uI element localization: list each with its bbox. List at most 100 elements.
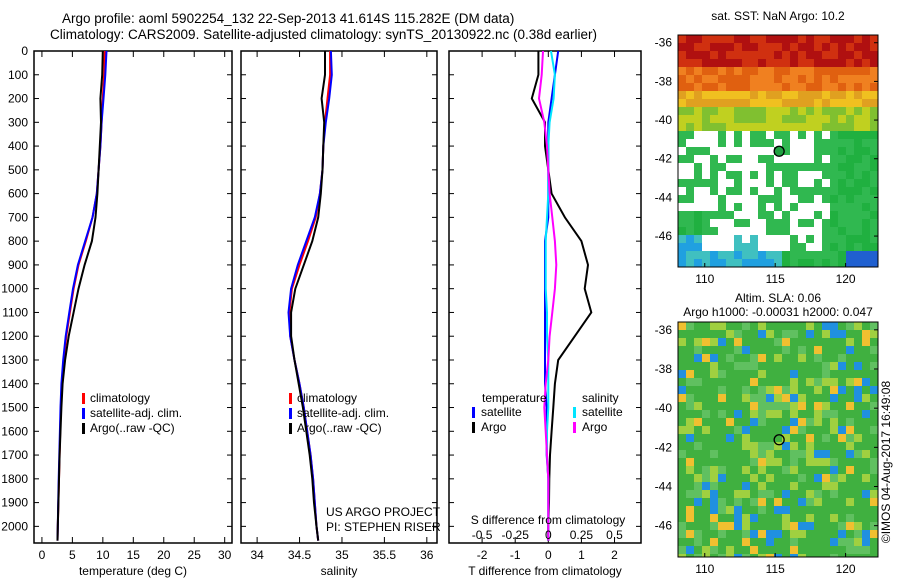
- map-cell: [718, 195, 726, 203]
- map-cell: [758, 490, 766, 498]
- map-cell: [710, 474, 718, 482]
- map-cell: [822, 490, 830, 498]
- map-cell: [822, 386, 830, 394]
- map-cell: [870, 163, 878, 171]
- map-cell: [774, 83, 782, 91]
- map-cell: [710, 322, 718, 330]
- map-cell: [702, 498, 710, 506]
- map-cell: [854, 219, 862, 227]
- map-cell: [806, 474, 814, 482]
- map-cell: [686, 514, 694, 522]
- map-cell: [694, 107, 702, 115]
- map-cell: [790, 474, 798, 482]
- map-cell: [710, 83, 718, 91]
- map-cell: [678, 362, 686, 370]
- map-cell: [846, 498, 854, 506]
- map-cell: [766, 362, 774, 370]
- map-cell: [766, 498, 774, 506]
- map-cell: [854, 139, 862, 147]
- map-cell: [862, 179, 870, 187]
- map-cell: [694, 410, 702, 418]
- map-cell: [798, 259, 806, 267]
- map-cell: [774, 346, 782, 354]
- map-cell: [742, 59, 750, 67]
- map-cell: [734, 482, 742, 490]
- map-cell: [782, 346, 790, 354]
- map-y-tick-label: -36: [655, 323, 673, 337]
- map-cell: [798, 546, 806, 554]
- map-cell: [830, 378, 838, 386]
- map-cell: [798, 163, 806, 171]
- map-cell: [782, 59, 790, 67]
- map-cell: [798, 107, 806, 115]
- map-cell: [790, 147, 798, 155]
- map-cell: [798, 378, 806, 386]
- map-cell: [806, 235, 814, 243]
- map-cell: [758, 107, 766, 115]
- map-cell: [782, 402, 790, 410]
- map-cell: [814, 195, 822, 203]
- map-cell: [790, 131, 798, 139]
- map-cell: [830, 346, 838, 354]
- map-cell: [702, 75, 710, 83]
- map-cell: [718, 474, 726, 482]
- map-cell: [718, 490, 726, 498]
- map-cell: [862, 235, 870, 243]
- map-cell: [710, 490, 718, 498]
- map-cell: [790, 466, 798, 474]
- map-cell: [790, 402, 798, 410]
- map-cell: [774, 91, 782, 99]
- map-cell: [678, 530, 686, 538]
- map-cell: [782, 434, 790, 442]
- map-cell: [774, 330, 782, 338]
- map-cell: [774, 442, 782, 450]
- map-cell: [678, 410, 686, 418]
- map-cell: [694, 530, 702, 538]
- map-cell: [846, 426, 854, 434]
- map-cell: [734, 51, 742, 59]
- map-cell: [814, 530, 822, 538]
- map-cell: [838, 187, 846, 195]
- map-cell: [870, 219, 878, 227]
- map-cell: [750, 434, 758, 442]
- map-cell: [870, 131, 878, 139]
- map-cell: [782, 442, 790, 450]
- map-cell: [862, 346, 870, 354]
- map-cell: [742, 107, 750, 115]
- map-cell: [870, 394, 878, 402]
- map-cell: [846, 466, 854, 474]
- map-cell: [782, 147, 790, 155]
- map-cell: [854, 354, 862, 362]
- map-cell: [758, 434, 766, 442]
- map-cell: [830, 147, 838, 155]
- map-cell: [678, 450, 686, 458]
- s-tick-label: -0.5: [472, 528, 493, 542]
- map-cell: [790, 514, 798, 522]
- x-tick-label: 35.5: [373, 548, 397, 562]
- y-tick-label: 700: [8, 210, 28, 224]
- map-cell: [782, 251, 790, 259]
- map-cell: [758, 163, 766, 171]
- map-cell: [694, 514, 702, 522]
- map-cell: [806, 554, 814, 557]
- map-cell: [790, 418, 798, 426]
- map-cell: [798, 554, 806, 557]
- map-cell: [830, 171, 838, 179]
- map-cell: [718, 338, 726, 346]
- map-cell: [686, 458, 694, 466]
- y-tick-label: 1700: [1, 448, 28, 462]
- sst-map-title: sat. SST: NaN Argo: 10.2: [711, 9, 845, 23]
- map-cell: [870, 91, 878, 99]
- map-cell: [782, 83, 790, 91]
- map-cell: [710, 219, 718, 227]
- map-cell: [822, 59, 830, 67]
- map-cell: [838, 482, 846, 490]
- map-cell: [718, 506, 726, 514]
- argo-location-marker: [773, 145, 785, 157]
- map-cell: [686, 195, 694, 203]
- map-cell: [870, 67, 878, 75]
- map-cell: [758, 538, 766, 546]
- map-cell: [702, 338, 710, 346]
- map-cell: [758, 338, 766, 346]
